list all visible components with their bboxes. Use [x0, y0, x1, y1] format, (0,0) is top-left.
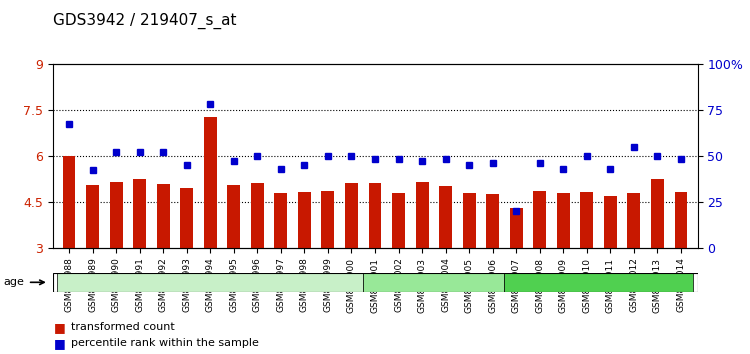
Bar [298, 192, 310, 248]
Bar [604, 196, 617, 248]
Text: middle (42-61 years): middle (42-61 years) [375, 277, 492, 287]
Text: ■: ■ [54, 337, 66, 350]
Text: ■: ■ [54, 321, 66, 334]
Bar [86, 185, 99, 248]
Bar [204, 118, 217, 248]
Bar [227, 185, 240, 248]
Text: percentile rank within the sample: percentile rank within the sample [71, 338, 260, 348]
Bar [505, 273, 693, 292]
Bar [251, 183, 264, 248]
Text: young (19-31 years): young (19-31 years) [154, 277, 267, 287]
Bar [416, 182, 428, 248]
Bar [486, 194, 500, 248]
Bar [363, 273, 505, 292]
Bar [134, 179, 146, 248]
Bar [157, 184, 170, 248]
Bar [556, 193, 570, 248]
Bar [274, 193, 287, 248]
Bar [674, 192, 688, 248]
Text: GDS3942 / 219407_s_at: GDS3942 / 219407_s_at [53, 12, 236, 29]
Bar [62, 156, 76, 248]
Bar [322, 191, 334, 248]
Text: age: age [4, 277, 25, 287]
Bar [628, 193, 640, 248]
Bar [510, 208, 523, 248]
Bar [440, 187, 452, 248]
Bar [180, 188, 194, 248]
Bar [463, 193, 476, 248]
Text: old (65-84 years): old (65-84 years) [550, 277, 646, 287]
Bar [57, 273, 363, 292]
Bar [651, 179, 664, 248]
Bar [110, 182, 122, 248]
Bar [345, 183, 358, 248]
Text: transformed count: transformed count [71, 322, 175, 332]
Bar [580, 192, 593, 248]
Bar [392, 193, 405, 248]
Bar [533, 191, 546, 248]
Bar [368, 183, 382, 248]
